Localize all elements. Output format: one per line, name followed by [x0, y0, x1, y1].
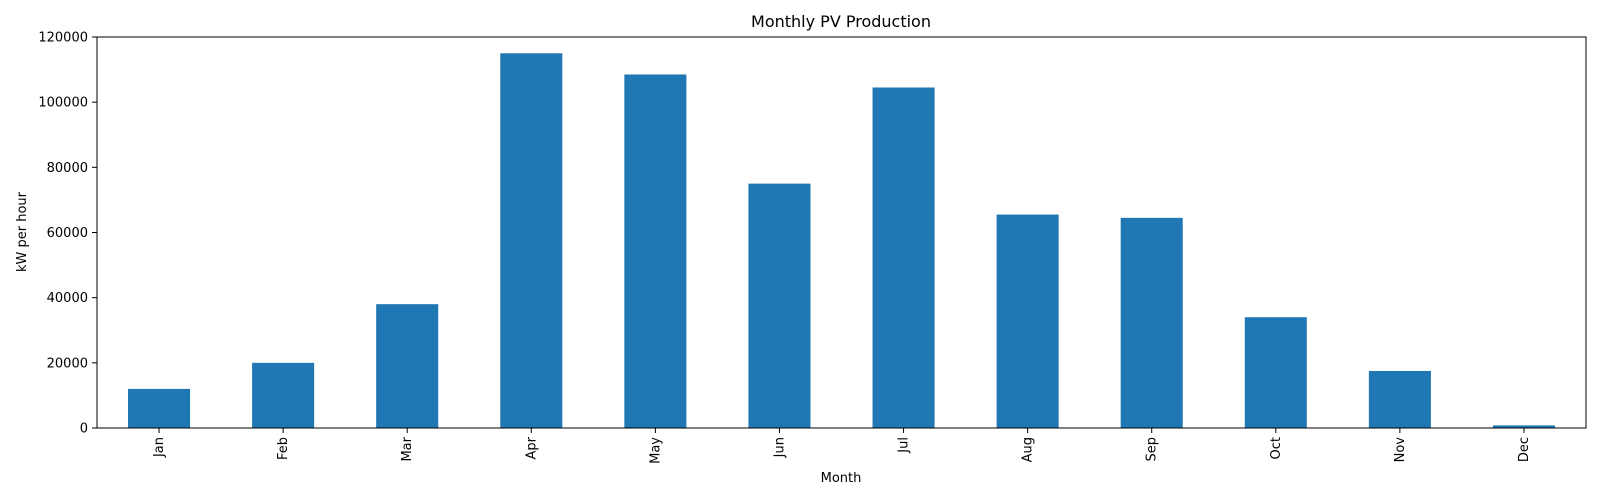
x-tick-label: Aug [1021, 437, 1036, 462]
plot-frame [96, 36, 1587, 429]
x-axis: Jan Feb Mar Apr May Jun Jul Aug Sep Oct Nov Dec [152, 428, 1532, 464]
y-axis-label: kW per hour [15, 191, 30, 272]
bar-jan [128, 388, 191, 428]
bar-oct [1244, 317, 1307, 428]
bar-nov [1368, 370, 1431, 428]
x-tick-label: Sep [1145, 437, 1160, 462]
x-tick-label: Jun [772, 437, 787, 458]
x-tick-label: Nov [1393, 437, 1408, 463]
bar-jul [872, 87, 935, 429]
x-tick-label: Oct [1269, 437, 1284, 459]
y-tick-label: 20000 [47, 356, 88, 371]
x-axis-label: Month [821, 471, 862, 486]
bars [128, 53, 1555, 429]
bar-aug [996, 214, 1059, 428]
bar-apr [500, 53, 563, 429]
bar-jun [748, 183, 811, 428]
x-tick-label: Jan [152, 437, 167, 458]
y-tick-label: 100000 [38, 96, 88, 111]
bar-feb [252, 362, 315, 428]
x-tick-label: Mar [400, 436, 415, 461]
x-tick-label: May [648, 437, 663, 464]
x-tick-label: Feb [276, 437, 291, 460]
y-tick-label: 120000 [38, 31, 88, 46]
y-tick-label: 0 [80, 422, 88, 437]
x-tick-label: Jul [897, 437, 912, 454]
x-tick-label: Apr [524, 436, 539, 459]
x-tick-label: Dec [1517, 437, 1532, 462]
chart-title: Monthly PV Production [751, 12, 931, 31]
y-tick-label: 40000 [47, 291, 88, 306]
bar-mar [376, 304, 439, 428]
y-axis: 0 20000 40000 60000 80000 100000 120000 [38, 31, 97, 437]
bar-sep [1120, 217, 1183, 428]
bar-dec [1492, 425, 1555, 428]
bar-may [624, 74, 687, 429]
y-tick-label: 80000 [47, 161, 88, 176]
y-tick-label: 60000 [47, 226, 88, 241]
